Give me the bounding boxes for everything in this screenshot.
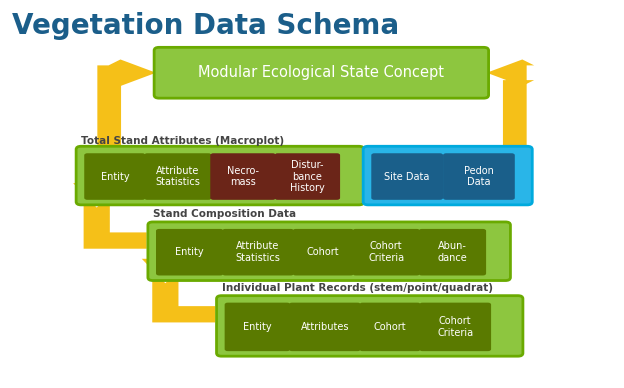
Polygon shape — [73, 183, 147, 249]
Text: Vegetation Data Schema: Vegetation Data Schema — [12, 12, 399, 40]
FancyBboxPatch shape — [217, 296, 523, 356]
FancyBboxPatch shape — [419, 303, 491, 351]
FancyBboxPatch shape — [156, 229, 223, 275]
Text: Distur-
bance
History: Distur- bance History — [290, 160, 324, 193]
FancyBboxPatch shape — [210, 153, 276, 200]
Text: Entity: Entity — [243, 322, 271, 332]
FancyBboxPatch shape — [293, 229, 354, 275]
Text: Cohort: Cohort — [307, 247, 339, 257]
Text: Necro-
mass: Necro- mass — [227, 166, 259, 187]
FancyBboxPatch shape — [363, 146, 532, 205]
Polygon shape — [142, 259, 215, 322]
Text: Modular Ecological State Concept: Modular Ecological State Concept — [198, 65, 444, 80]
Text: Total Stand Attributes (Macroplot): Total Stand Attributes (Macroplot) — [81, 135, 285, 146]
FancyBboxPatch shape — [353, 229, 420, 275]
Text: Cohort
Criteria: Cohort Criteria — [368, 241, 404, 263]
FancyBboxPatch shape — [275, 153, 340, 200]
FancyBboxPatch shape — [148, 222, 510, 281]
Text: Stand Composition Data: Stand Composition Data — [153, 209, 296, 219]
FancyBboxPatch shape — [76, 146, 364, 205]
Text: Individual Plant Records (stem/point/quadrat): Individual Plant Records (stem/point/qua… — [222, 283, 492, 293]
FancyBboxPatch shape — [84, 153, 145, 200]
FancyBboxPatch shape — [359, 303, 421, 351]
Text: Site Data: Site Data — [384, 171, 430, 182]
Text: Entity: Entity — [100, 171, 129, 182]
Text: Cohort: Cohort — [374, 322, 406, 332]
Polygon shape — [487, 59, 534, 146]
Text: Attribute
Statistics: Attribute Statistics — [236, 241, 280, 263]
Polygon shape — [97, 59, 156, 146]
Text: Attributes: Attributes — [301, 322, 349, 332]
FancyBboxPatch shape — [225, 303, 290, 351]
FancyBboxPatch shape — [289, 303, 361, 351]
Text: Attribute
Statistics: Attribute Statistics — [155, 166, 200, 187]
Text: Pedon
Data: Pedon Data — [464, 166, 494, 187]
FancyBboxPatch shape — [154, 47, 489, 98]
FancyBboxPatch shape — [144, 153, 212, 200]
Text: Abun-
dance: Abun- dance — [437, 241, 467, 263]
FancyBboxPatch shape — [443, 153, 515, 200]
FancyBboxPatch shape — [371, 153, 443, 200]
Text: Entity: Entity — [175, 247, 204, 257]
FancyBboxPatch shape — [222, 229, 294, 275]
Text: Cohort
Criteria: Cohort Criteria — [437, 316, 473, 338]
FancyBboxPatch shape — [419, 229, 486, 275]
